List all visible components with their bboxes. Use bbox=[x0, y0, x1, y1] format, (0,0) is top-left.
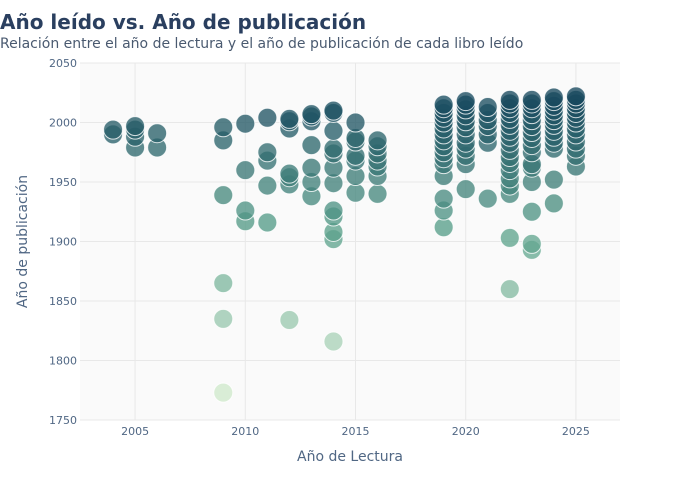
x-tick-label: 2005 bbox=[121, 425, 149, 438]
data-point bbox=[477, 97, 498, 118]
x-tick-label: 2025 bbox=[562, 425, 590, 438]
data-point bbox=[213, 185, 234, 206]
data-point bbox=[521, 201, 542, 222]
data-point bbox=[477, 188, 498, 209]
data-point bbox=[565, 86, 586, 107]
data-point bbox=[213, 382, 234, 403]
data-point bbox=[455, 179, 476, 200]
data-point bbox=[433, 188, 454, 209]
data-point bbox=[235, 113, 256, 134]
data-point bbox=[345, 182, 366, 203]
data-point bbox=[125, 116, 146, 137]
data-point bbox=[257, 107, 278, 128]
data-point bbox=[433, 94, 454, 115]
data-point bbox=[279, 108, 300, 129]
x-tick-label: 2020 bbox=[452, 425, 480, 438]
y-tick-label: 2050 bbox=[49, 57, 77, 70]
data-point bbox=[367, 130, 388, 151]
y-tick-label: 1800 bbox=[49, 355, 77, 368]
x-axis-ticks: 2005 2010 2015 2020 2025 bbox=[121, 425, 590, 438]
y-tick-label: 1850 bbox=[49, 295, 77, 308]
x-tick-label: 2010 bbox=[231, 425, 259, 438]
data-point bbox=[103, 119, 124, 140]
data-point bbox=[147, 123, 168, 144]
data-point bbox=[257, 212, 278, 233]
data-point bbox=[301, 135, 322, 156]
data-point bbox=[213, 117, 234, 138]
data-point bbox=[499, 279, 520, 300]
data-point bbox=[235, 200, 256, 221]
chart-title: Año leído vs. Año de publicación bbox=[0, 10, 367, 34]
data-point bbox=[301, 104, 322, 125]
data-point bbox=[235, 160, 256, 181]
chart-subtitle: Relación entre el año de lectura y el añ… bbox=[0, 36, 524, 52]
y-tick-label: 1900 bbox=[49, 236, 77, 249]
data-point bbox=[543, 87, 564, 108]
x-axis-title: Año de Lectura bbox=[297, 449, 403, 465]
data-point bbox=[323, 100, 344, 121]
data-point bbox=[345, 112, 366, 133]
data-point bbox=[323, 120, 344, 141]
y-tick-label: 1750 bbox=[49, 414, 77, 427]
data-point bbox=[543, 193, 564, 214]
data-point bbox=[433, 217, 454, 238]
data-point bbox=[213, 308, 234, 329]
data-point bbox=[279, 310, 300, 331]
data-point bbox=[257, 142, 278, 163]
data-point bbox=[367, 183, 388, 204]
y-tick-label: 2000 bbox=[49, 117, 77, 130]
data-point bbox=[499, 89, 520, 110]
data-point bbox=[521, 89, 542, 110]
y-axis-title: Año de publicación bbox=[15, 175, 31, 308]
data-point bbox=[455, 91, 476, 112]
y-axis-ticks: 1750 1800 1850 1900 1950 2000 2050 bbox=[49, 57, 77, 427]
data-point bbox=[323, 331, 344, 352]
x-tick-label: 2015 bbox=[342, 425, 370, 438]
data-point bbox=[257, 175, 278, 196]
data-point bbox=[301, 157, 322, 178]
data-point bbox=[521, 233, 542, 254]
data-points bbox=[103, 86, 586, 403]
data-point bbox=[543, 169, 564, 190]
data-point bbox=[213, 273, 234, 294]
data-point bbox=[323, 200, 344, 221]
y-tick-label: 1950 bbox=[49, 176, 77, 189]
data-point bbox=[279, 163, 300, 184]
data-point bbox=[499, 227, 520, 248]
data-point bbox=[323, 138, 344, 159]
